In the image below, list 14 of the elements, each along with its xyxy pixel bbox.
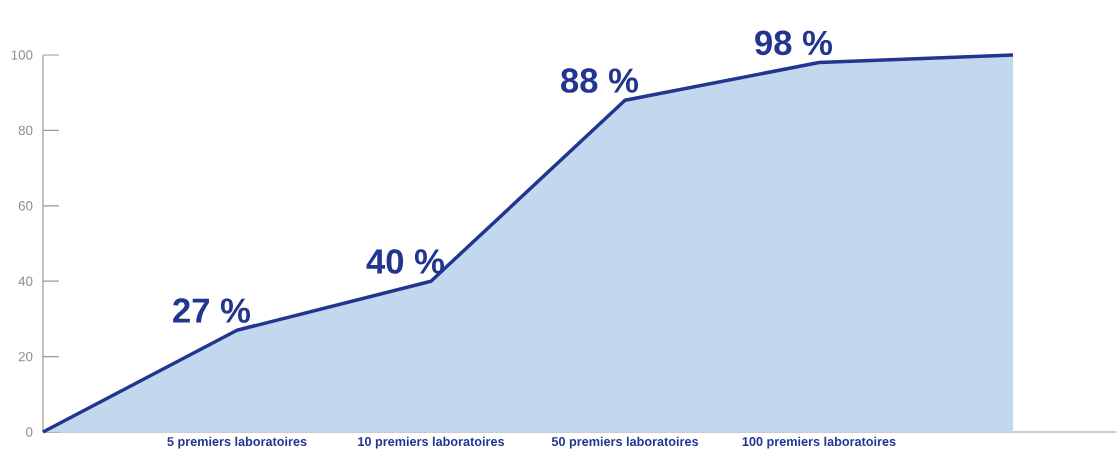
x-tick-label: 100 premiers laboratoires — [742, 436, 896, 449]
y-tick-label: 60 — [18, 201, 33, 211]
data-label: 88 % — [561, 68, 639, 93]
y-tick-label: 100 — [11, 50, 33, 60]
y-tick-label: 40 — [18, 276, 33, 286]
y-tick-label: 20 — [18, 351, 33, 362]
x-tick-label: 50 premiers laboratoires — [551, 436, 699, 449]
y-tick-label: 80 — [18, 125, 33, 136]
data-label: 27 % — [173, 298, 251, 323]
data-label: 40 % — [366, 249, 445, 274]
y-tick-label: 0 — [26, 427, 33, 437]
x-tick-label: 5 premiers laboratoires — [167, 436, 307, 449]
data-label: 98 % — [755, 30, 833, 56]
x-tick-label: 10 premiers laboratoires — [358, 436, 505, 449]
